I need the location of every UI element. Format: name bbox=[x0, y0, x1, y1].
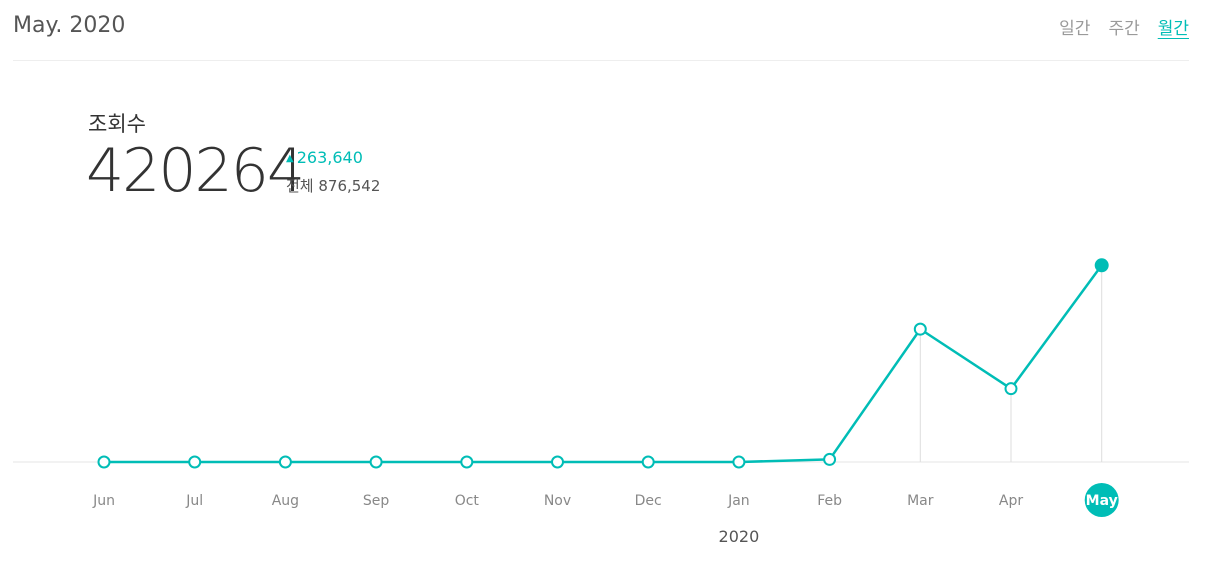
tick-label-dec: Dec bbox=[635, 493, 662, 509]
tick-label-may: May bbox=[1086, 493, 1118, 509]
stat-label: 조회수 bbox=[88, 112, 146, 136]
data-point-sep bbox=[369, 455, 383, 469]
tick-label-nov: Nov bbox=[544, 493, 571, 509]
tick-label-apr: Apr bbox=[999, 493, 1023, 509]
tick-label-aug: Aug bbox=[272, 493, 299, 509]
data-point-jul bbox=[188, 455, 202, 469]
data-point-dec bbox=[641, 455, 655, 469]
tick-label-oct: Oct bbox=[455, 493, 480, 509]
tick-label-jun: Jun bbox=[92, 493, 115, 509]
change-value: 263,640 bbox=[296, 148, 363, 167]
tab-daily[interactable]: 일간 bbox=[1059, 19, 1091, 39]
page-title: May. 2020 bbox=[13, 13, 126, 38]
data-point-may bbox=[1094, 258, 1109, 273]
tick-label-feb: Feb bbox=[817, 493, 842, 509]
active-month-badge bbox=[1084, 483, 1119, 517]
tick-label-sep: Sep bbox=[363, 493, 390, 509]
period-tabs: 일간 주간 월간 bbox=[1059, 14, 1189, 39]
data-point-aug bbox=[278, 455, 292, 469]
change-indicator: ▲ 263,640 bbox=[286, 148, 363, 167]
tick-label-mar: Mar bbox=[907, 493, 934, 509]
tick-label-jan: Jan bbox=[727, 493, 750, 509]
tick-label-jul: Jul bbox=[185, 493, 203, 509]
data-point-mar bbox=[913, 322, 927, 336]
total-views: 전체 876,542 bbox=[286, 177, 381, 195]
year-label: 2020 bbox=[719, 527, 760, 546]
tab-weekly[interactable]: 주간 bbox=[1108, 19, 1140, 39]
data-point-feb bbox=[823, 452, 837, 466]
tab-monthly[interactable]: 월간 bbox=[1157, 19, 1189, 39]
header: May. 2020 일간 주간 월간 bbox=[13, 0, 1189, 61]
data-point-jan bbox=[732, 455, 746, 469]
up-triangle-icon: ▲ bbox=[286, 153, 294, 164]
data-point-apr bbox=[1004, 382, 1018, 396]
data-point-nov bbox=[551, 455, 564, 469]
stat-value: 420264 bbox=[86, 136, 305, 206]
series-line bbox=[104, 264, 1103, 464]
data-point-oct bbox=[460, 455, 474, 469]
data-point-jun bbox=[97, 455, 111, 469]
